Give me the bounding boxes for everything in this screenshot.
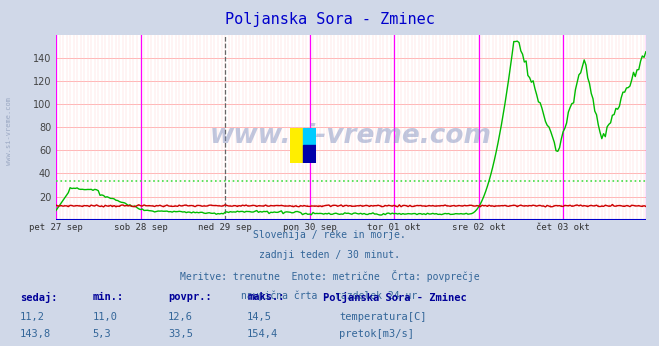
Text: 143,8: 143,8 <box>20 329 51 339</box>
Bar <box>303 145 316 163</box>
Text: zadnji teden / 30 minut.: zadnji teden / 30 minut. <box>259 250 400 260</box>
Text: Meritve: trenutne  Enote: metrične  Črta: povprečje: Meritve: trenutne Enote: metrične Črta: … <box>180 270 479 282</box>
Text: ned 29 sep: ned 29 sep <box>198 223 252 232</box>
Text: sedaj:: sedaj: <box>20 292 57 303</box>
Text: 11,2: 11,2 <box>20 312 45 322</box>
Bar <box>303 128 316 145</box>
Text: 12,6: 12,6 <box>168 312 193 322</box>
Text: čet 03 okt: čet 03 okt <box>536 223 590 232</box>
Text: min.:: min.: <box>92 292 123 302</box>
Text: www.si-vreme.com: www.si-vreme.com <box>5 98 12 165</box>
Bar <box>290 128 303 163</box>
Text: 11,0: 11,0 <box>92 312 117 322</box>
Text: tor 01 okt: tor 01 okt <box>367 223 421 232</box>
Text: sob 28 sep: sob 28 sep <box>113 223 167 232</box>
Text: sre 02 okt: sre 02 okt <box>451 223 505 232</box>
Text: Poljanska Sora - Zminec: Poljanska Sora - Zminec <box>323 292 467 303</box>
Text: 5,3: 5,3 <box>92 329 111 339</box>
Text: pon 30 sep: pon 30 sep <box>283 223 336 232</box>
Text: 33,5: 33,5 <box>168 329 193 339</box>
Text: 14,5: 14,5 <box>247 312 272 322</box>
Text: pretok[m3/s]: pretok[m3/s] <box>339 329 415 339</box>
Text: 154,4: 154,4 <box>247 329 278 339</box>
Text: Poljanska Sora - Zminec: Poljanska Sora - Zminec <box>225 12 434 27</box>
Text: Slovenija / reke in morje.: Slovenija / reke in morje. <box>253 230 406 240</box>
Text: www.si-vreme.com: www.si-vreme.com <box>210 124 492 149</box>
Text: temperatura[C]: temperatura[C] <box>339 312 427 322</box>
Text: pet 27 sep: pet 27 sep <box>29 223 83 232</box>
Text: povpr.:: povpr.: <box>168 292 212 302</box>
Text: navpična črta - razdelek 24 ur: navpična črta - razdelek 24 ur <box>241 290 418 301</box>
Text: maks.:: maks.: <box>247 292 285 302</box>
